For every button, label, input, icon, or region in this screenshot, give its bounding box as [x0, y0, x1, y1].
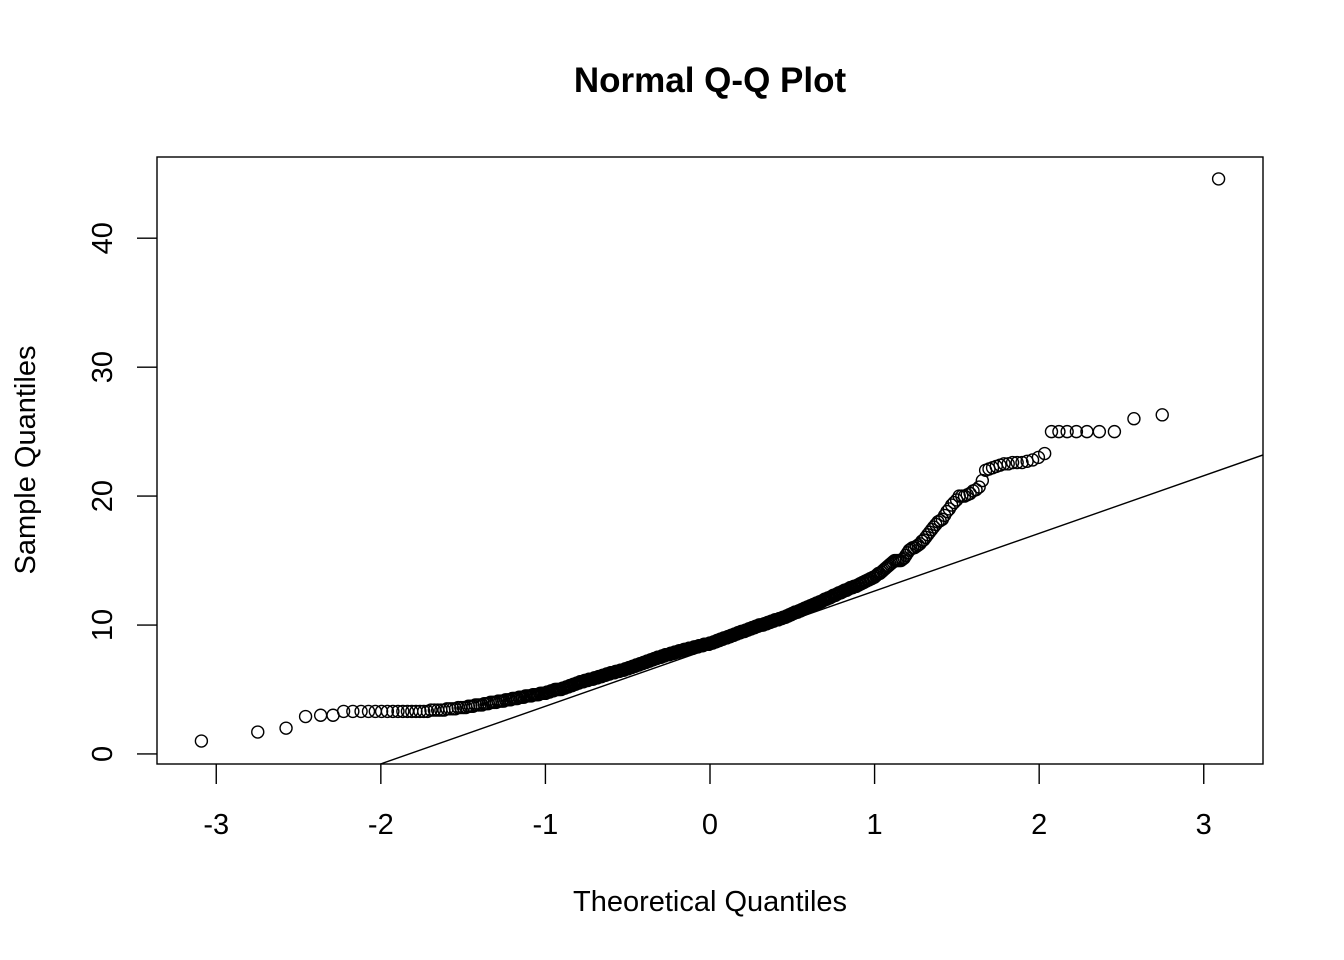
- data-point: [417, 704, 431, 719]
- data-point: [413, 704, 427, 719]
- data-point: [1127, 412, 1141, 426]
- plot-frame: [156, 156, 1264, 765]
- data-point: [894, 553, 908, 568]
- data-point: [1155, 408, 1169, 422]
- data-point: [374, 704, 389, 719]
- x-tick-label: 2: [1031, 809, 1047, 841]
- data-point: [1044, 424, 1059, 439]
- data-point: [427, 703, 442, 717]
- points-layer: [194, 172, 1263, 764]
- data-point: [1025, 453, 1040, 467]
- data-point: [1010, 455, 1024, 470]
- data-point: [251, 725, 265, 739]
- data-point: [1069, 424, 1084, 439]
- data-point: [1005, 455, 1020, 470]
- data-point: [354, 704, 368, 719]
- y-tick-label: 20: [87, 480, 119, 512]
- data-point: [900, 546, 915, 560]
- data-point: [1211, 172, 1226, 186]
- data-point: [380, 704, 395, 719]
- x-tick-label: -1: [533, 809, 559, 841]
- data-point: [386, 704, 400, 719]
- data-point: [997, 457, 1011, 471]
- data-point: [396, 704, 410, 719]
- y-tick-label: 30: [87, 351, 119, 383]
- data-point: [1060, 424, 1074, 439]
- data-point: [194, 734, 209, 748]
- y-tick-label: 0: [87, 746, 119, 762]
- data-point: [944, 498, 959, 512]
- data-point: [1052, 424, 1066, 439]
- x-tick-label: -2: [368, 809, 394, 841]
- data-point: [1092, 424, 1107, 439]
- data-point: [1107, 424, 1122, 439]
- x-tick-label: 0: [702, 809, 718, 841]
- data-point: [1015, 455, 1029, 470]
- y-tick-label: 40: [87, 222, 119, 254]
- data-point: [346, 704, 360, 719]
- x-axis-label: Theoretical Quantiles: [573, 886, 847, 918]
- data-point: [424, 703, 438, 717]
- x-tick-label: 3: [1196, 809, 1212, 841]
- data-point: [361, 704, 376, 719]
- data-point: [391, 704, 405, 719]
- chart-title: Normal Q-Q Plot: [574, 61, 847, 100]
- y-axis-label: Sample Quantiles: [10, 346, 42, 575]
- data-point: [969, 482, 983, 497]
- data-point: [336, 704, 351, 719]
- data-point: [298, 709, 313, 724]
- data-point: [1037, 446, 1052, 461]
- data-point: [972, 480, 986, 494]
- data-point: [313, 708, 328, 722]
- x-tick-label: -3: [203, 809, 229, 841]
- y-tick-label: 10: [87, 609, 119, 641]
- data-point: [279, 721, 293, 735]
- x-tick-label: 1: [867, 809, 883, 841]
